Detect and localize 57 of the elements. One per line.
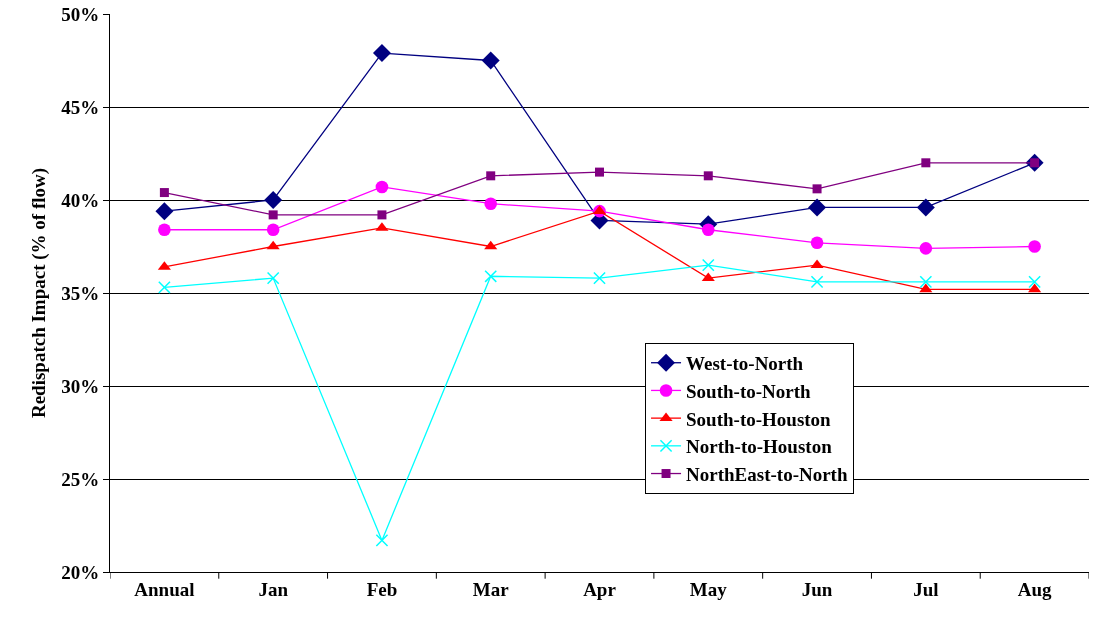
y-tick-label: 50% (61, 3, 100, 25)
x-tick-label: Jun (801, 578, 833, 600)
point (266, 223, 280, 237)
legend-label: NorthEast-to-North (686, 463, 848, 485)
point (1028, 240, 1041, 253)
point (484, 197, 498, 211)
y-tick-label: 40% (61, 189, 100, 211)
point (808, 198, 827, 217)
point (916, 198, 935, 217)
legend-label: North-to-Houston (686, 436, 833, 458)
point (372, 44, 391, 63)
point (484, 269, 498, 283)
legend-label: South-to-North (686, 380, 812, 402)
point (1028, 283, 1042, 293)
legend-label: South-to-Houston (686, 408, 832, 430)
point (1028, 275, 1041, 289)
point (703, 171, 713, 181)
x-tick-label: Aug (1017, 578, 1052, 600)
x-tick-label: Feb (366, 578, 398, 600)
point (375, 534, 389, 547)
point (595, 167, 604, 177)
point (486, 171, 496, 181)
point (919, 242, 933, 255)
point (377, 210, 387, 220)
point (155, 202, 174, 221)
point (701, 223, 715, 237)
point (264, 191, 283, 209)
point (593, 271, 606, 285)
point (481, 51, 500, 70)
y-tick-label: 30% (61, 375, 100, 397)
legend-label: West-to-North (686, 353, 804, 375)
point (810, 236, 824, 250)
point (919, 283, 933, 293)
y-tick-label: 35% (61, 282, 100, 304)
point (919, 275, 933, 289)
point (810, 275, 824, 289)
point (159, 188, 169, 198)
point (158, 223, 171, 237)
x-tick-label: Jul (913, 578, 939, 600)
x-tick-label: Jan (258, 578, 289, 600)
point (158, 281, 171, 294)
x-tick-label: Apr (583, 578, 617, 600)
x-tick-label: Mar (472, 578, 510, 600)
y-tick-label: 25% (61, 468, 100, 490)
x-tick-label: May (689, 578, 728, 600)
point (266, 271, 280, 285)
point (375, 180, 389, 194)
point (268, 210, 278, 220)
x-tick-label: Annual (134, 578, 195, 600)
y-tick-label: 45% (61, 96, 100, 118)
y-axis-title: Redispatch Impact (% of flow) (28, 167, 51, 419)
point (484, 240, 498, 250)
y-tick-label: 20% (61, 561, 100, 583)
point (266, 240, 280, 250)
point (921, 158, 931, 168)
point (812, 184, 822, 194)
point (701, 258, 715, 272)
